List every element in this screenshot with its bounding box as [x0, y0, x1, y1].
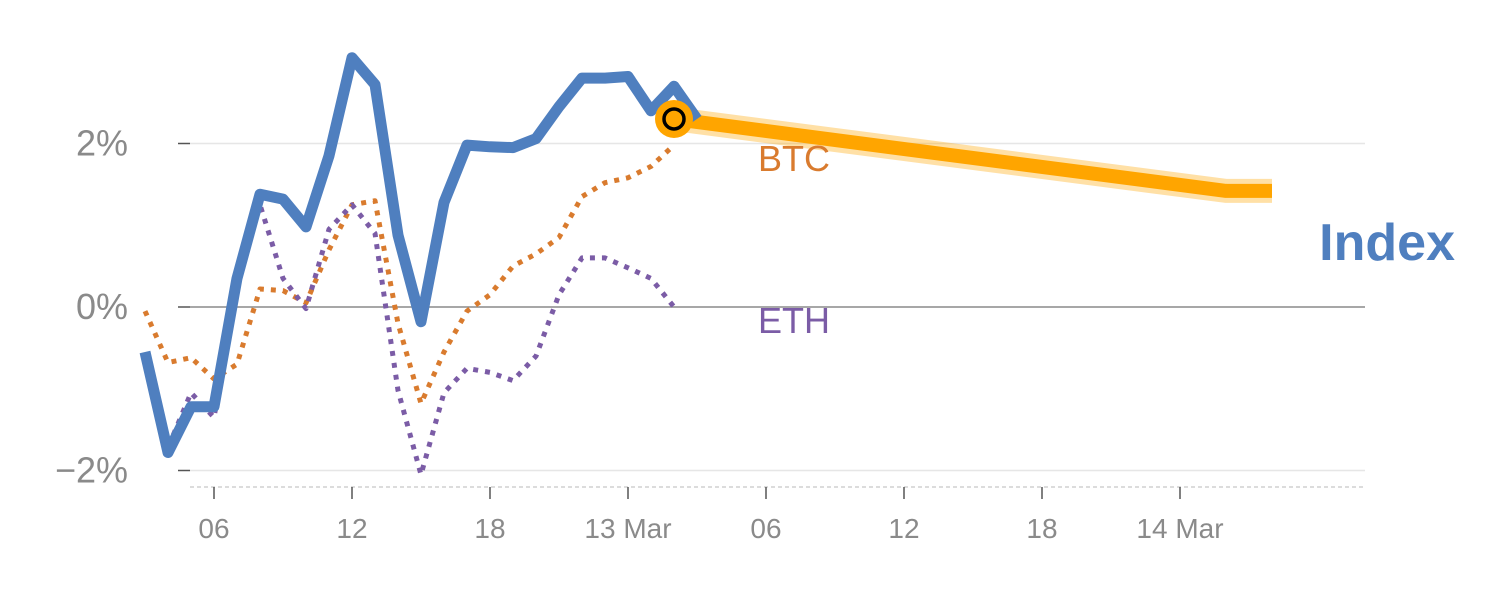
x-tick-label: 13 Mar [584, 513, 671, 544]
x-tick-label: 06 [198, 513, 229, 544]
x-tick-label: 18 [474, 513, 505, 544]
forecast-start-marker [662, 107, 686, 131]
label-layer: Index BTC ETH [758, 138, 1455, 341]
series-label-eth: ETH [758, 300, 830, 341]
x-tick-label: 06 [750, 513, 781, 544]
y-tick-label: −2% [55, 450, 128, 491]
series-line-btc [142, 143, 676, 406]
x-tick-label: 12 [888, 513, 919, 544]
series-label-btc: BTC [758, 138, 830, 179]
x-tick-label: 18 [1026, 513, 1057, 544]
series-label-index: Index [1319, 214, 1455, 272]
series-layer [139, 52, 1272, 478]
x-tick-label: 14 Mar [1136, 513, 1223, 544]
forecast-band [673, 112, 1272, 198]
axis-layer: 2% 0% −2% 06 12 18 13 Mar 06 12 18 14 Mar [55, 123, 1365, 544]
series-line-index [139, 52, 702, 458]
x-tick-label: 12 [336, 513, 367, 544]
y-tick-label: 0% [76, 286, 128, 327]
y-tick-label: 2% [76, 123, 128, 164]
